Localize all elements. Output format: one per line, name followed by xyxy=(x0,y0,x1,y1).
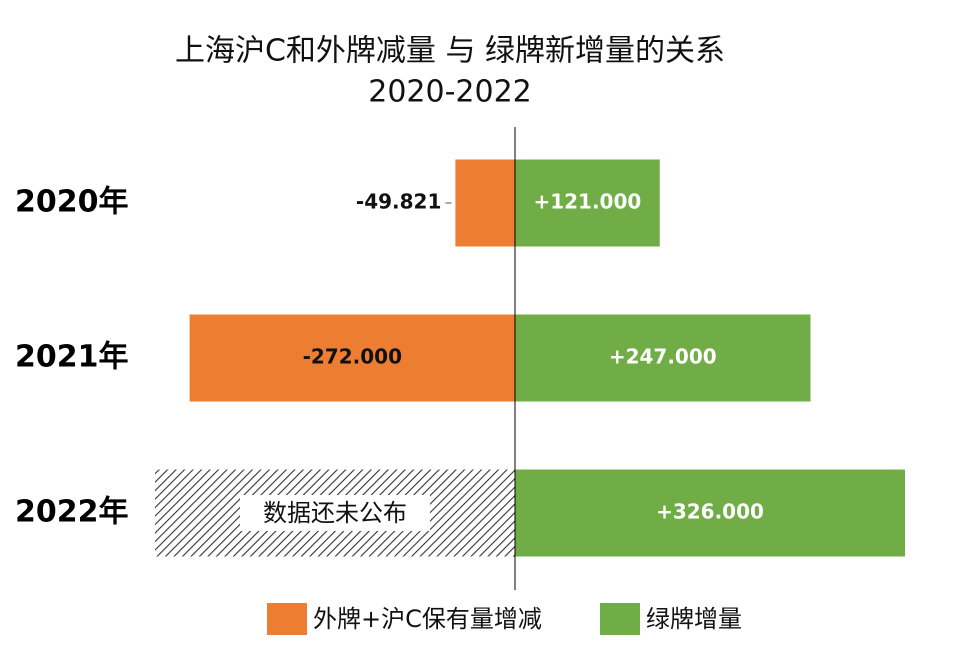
category-label: 2020年 xyxy=(15,185,129,220)
category-label: 2021年 xyxy=(15,340,129,375)
legend-label: 绿牌增量 xyxy=(646,605,742,633)
legend-swatch xyxy=(267,603,307,635)
chart-subtitle: 2020-2022 xyxy=(368,75,532,110)
annotation: 数据还未公布 xyxy=(263,499,407,527)
bar xyxy=(455,159,515,247)
annotation-bg xyxy=(240,495,430,531)
value-label: +326.000 xyxy=(656,500,764,524)
value-label: +247.000 xyxy=(609,345,717,369)
chart-title: 上海沪C和外牌减量 与 绿牌新增量的关系 xyxy=(175,34,725,69)
legend-swatch xyxy=(600,603,640,635)
value-label: +121.000 xyxy=(533,190,641,214)
bar xyxy=(515,314,811,402)
bar xyxy=(189,314,515,402)
bar xyxy=(515,469,905,557)
value-label: -49.821 xyxy=(356,190,441,214)
category-label: 2022年 xyxy=(15,495,129,530)
legend-label: 外牌+沪C保有量增减 xyxy=(313,605,542,633)
value-label: -272.000 xyxy=(303,345,402,369)
bar xyxy=(515,159,660,247)
